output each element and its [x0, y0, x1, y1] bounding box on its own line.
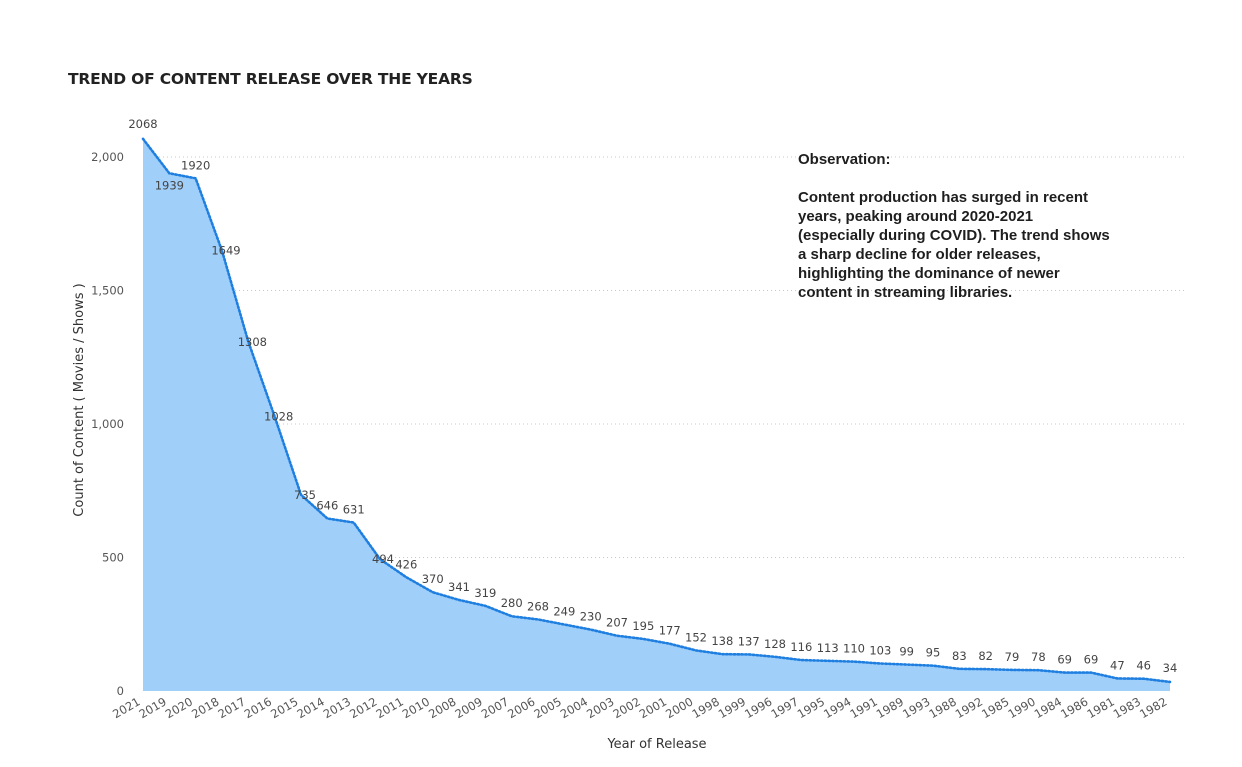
data-label: 426	[395, 557, 417, 571]
data-label: 69	[1057, 653, 1072, 667]
data-label: 152	[685, 630, 707, 644]
data-label: 110	[843, 642, 865, 656]
observation-box: Observation: Content production has surg…	[798, 150, 1110, 302]
observation-heading: Observation:	[798, 151, 891, 168]
data-label: 1920	[181, 158, 210, 172]
data-label: 207	[606, 616, 628, 630]
data-label: 138	[711, 634, 733, 648]
y-tick-label: 500	[102, 551, 124, 565]
y-tick-label: 1,000	[91, 417, 124, 431]
gridlines	[143, 156, 1185, 558]
data-label: 128	[764, 637, 786, 651]
data-label: 494	[372, 552, 394, 566]
data-label: 137	[738, 634, 760, 648]
data-label: 631	[343, 503, 365, 517]
data-label: 78	[1031, 650, 1046, 664]
data-label: 249	[553, 605, 575, 619]
data-label: 2068	[128, 117, 157, 131]
data-label: 341	[448, 580, 470, 594]
y-axis-title: Count of Content ( Movies / Shows )	[72, 283, 87, 516]
data-label: 280	[501, 596, 523, 610]
data-label: 1649	[211, 244, 240, 258]
data-label: 103	[869, 643, 891, 657]
data-label: 1028	[264, 410, 293, 424]
x-axis-ticks: 2021201920202018201720162015201420132012…	[110, 694, 1169, 721]
y-tick-label: 1,500	[91, 284, 124, 298]
data-label: 83	[952, 649, 967, 663]
data-label: 82	[978, 649, 993, 663]
data-label: 99	[899, 645, 914, 659]
x-axis-title: Year of Release	[606, 737, 706, 752]
data-label: 1939	[155, 178, 184, 192]
data-label: 47	[1110, 658, 1125, 672]
data-label: 268	[527, 599, 549, 613]
data-label: 79	[1005, 650, 1020, 664]
area-fill	[143, 138, 1170, 691]
x-tick-label: 1982	[1137, 694, 1169, 721]
y-tick-label: 2,000	[91, 150, 124, 164]
observation-text: Content production has surged in recent …	[798, 189, 1110, 301]
area-series	[141, 137, 1172, 691]
data-label: 230	[580, 610, 602, 624]
data-label: 46	[1136, 659, 1151, 673]
data-label: 116	[790, 640, 812, 654]
chart-title: TREND OF CONTENT RELEASE OVER THE YEARS	[68, 70, 473, 88]
series-line	[141, 137, 1172, 684]
data-label: 195	[632, 619, 654, 633]
data-label: 113	[817, 641, 839, 655]
data-label: 69	[1084, 653, 1099, 667]
data-label: 646	[316, 499, 338, 513]
data-label: 735	[294, 488, 316, 502]
data-label: 319	[474, 586, 496, 600]
y-axis-ticks: 0 500 1,000 1,500 2,000	[91, 150, 124, 698]
data-label: 95	[926, 646, 941, 660]
data-label: 34	[1163, 661, 1178, 675]
y-tick-label: 0	[117, 684, 124, 698]
data-label: 177	[659, 624, 681, 638]
data-label: 1308	[238, 335, 267, 349]
data-label: 370	[422, 572, 444, 586]
